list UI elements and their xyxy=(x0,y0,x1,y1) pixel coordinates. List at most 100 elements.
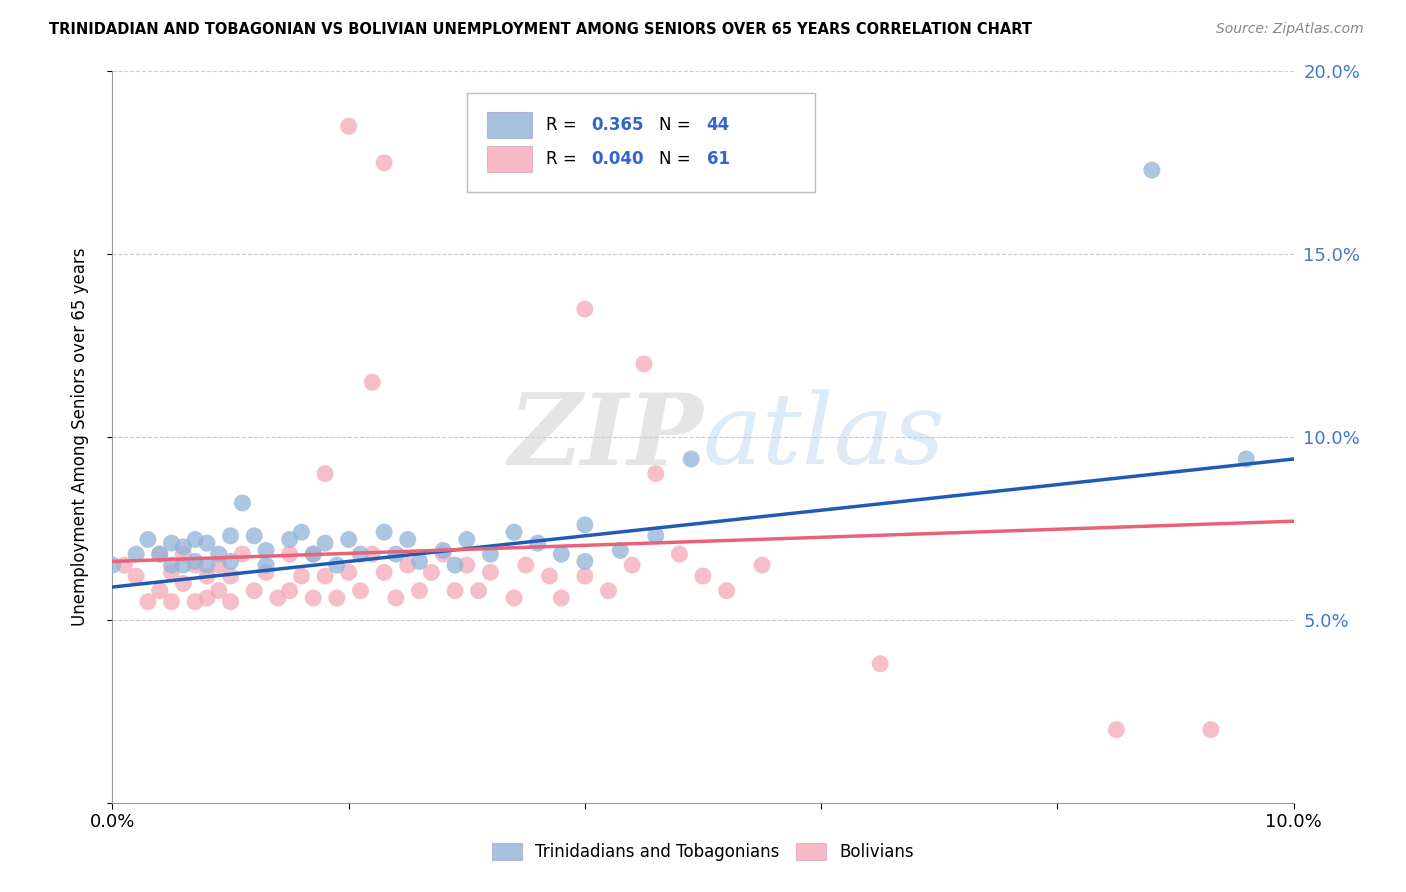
Text: R =: R = xyxy=(546,116,582,134)
Point xyxy=(408,554,430,568)
Point xyxy=(373,566,395,580)
Point xyxy=(361,547,384,561)
Point xyxy=(314,569,336,583)
Point xyxy=(644,467,666,481)
Point xyxy=(574,554,596,568)
Point xyxy=(503,525,526,540)
Point xyxy=(326,558,349,573)
Point xyxy=(254,566,277,580)
Point xyxy=(195,536,218,550)
Point xyxy=(208,583,231,598)
Point xyxy=(149,547,172,561)
Point xyxy=(692,569,714,583)
Point xyxy=(1199,723,1222,737)
Point xyxy=(869,657,891,671)
Point xyxy=(278,583,301,598)
Text: N =: N = xyxy=(659,150,696,168)
Point xyxy=(290,569,312,583)
Point xyxy=(125,547,148,561)
Point xyxy=(278,547,301,561)
Point xyxy=(609,543,631,558)
Legend: Trinidadians and Tobagonians, Bolivians: Trinidadians and Tobagonians, Bolivians xyxy=(485,836,921,868)
Point xyxy=(1140,163,1163,178)
Point xyxy=(184,533,207,547)
Text: ZIP: ZIP xyxy=(508,389,703,485)
Point xyxy=(1105,723,1128,737)
Point xyxy=(373,525,395,540)
Text: Source: ZipAtlas.com: Source: ZipAtlas.com xyxy=(1216,22,1364,37)
Point xyxy=(396,558,419,573)
Text: N =: N = xyxy=(659,116,696,134)
Point xyxy=(101,558,124,573)
Point xyxy=(219,529,242,543)
Point xyxy=(681,452,703,467)
Point xyxy=(243,529,266,543)
Point xyxy=(278,533,301,547)
FancyBboxPatch shape xyxy=(486,112,531,138)
Point xyxy=(349,547,371,561)
FancyBboxPatch shape xyxy=(486,146,531,172)
Point xyxy=(456,533,478,547)
Point xyxy=(503,591,526,605)
Point xyxy=(432,543,454,558)
Point xyxy=(467,583,489,598)
Point xyxy=(479,566,502,580)
Point xyxy=(574,301,596,317)
Point xyxy=(326,591,349,605)
Point xyxy=(184,554,207,568)
Point xyxy=(254,543,277,558)
Point xyxy=(267,591,290,605)
Point xyxy=(574,517,596,532)
FancyBboxPatch shape xyxy=(467,94,815,192)
Point xyxy=(1234,452,1257,467)
Point xyxy=(349,583,371,598)
Text: 0.365: 0.365 xyxy=(591,116,644,134)
Point xyxy=(621,558,644,573)
Point xyxy=(668,547,690,561)
Point xyxy=(396,533,419,547)
Point xyxy=(456,558,478,573)
Point xyxy=(432,547,454,561)
Point xyxy=(125,569,148,583)
Point xyxy=(314,467,336,481)
Point xyxy=(160,594,183,608)
Point xyxy=(373,156,395,170)
Point xyxy=(716,583,738,598)
Point xyxy=(231,496,253,510)
Point xyxy=(231,547,253,561)
Point xyxy=(644,529,666,543)
Point xyxy=(243,583,266,598)
Point xyxy=(172,576,194,591)
Point xyxy=(219,554,242,568)
Point xyxy=(515,558,537,573)
Point xyxy=(337,120,360,134)
Point xyxy=(550,591,572,605)
Point xyxy=(254,558,277,573)
Point xyxy=(172,540,194,554)
Point xyxy=(574,569,596,583)
Point xyxy=(112,558,135,573)
Point xyxy=(598,583,620,598)
Point xyxy=(219,594,242,608)
Point xyxy=(149,583,172,598)
Point xyxy=(184,558,207,573)
Point xyxy=(385,591,408,605)
Point xyxy=(160,566,183,580)
Point xyxy=(195,569,218,583)
Point xyxy=(160,536,183,550)
Point xyxy=(385,547,408,561)
Point xyxy=(208,558,231,573)
Point xyxy=(172,558,194,573)
Y-axis label: Unemployment Among Seniors over 65 years: Unemployment Among Seniors over 65 years xyxy=(70,248,89,626)
Point xyxy=(302,547,325,561)
Point xyxy=(633,357,655,371)
Text: atlas: atlas xyxy=(703,390,946,484)
Point xyxy=(538,569,561,583)
Point xyxy=(314,536,336,550)
Point xyxy=(751,558,773,573)
Point xyxy=(479,547,502,561)
Point xyxy=(136,594,159,608)
Point xyxy=(337,566,360,580)
Text: TRINIDADIAN AND TOBAGONIAN VS BOLIVIAN UNEMPLOYMENT AMONG SENIORS OVER 65 YEARS : TRINIDADIAN AND TOBAGONIAN VS BOLIVIAN U… xyxy=(49,22,1032,37)
Point xyxy=(136,533,159,547)
